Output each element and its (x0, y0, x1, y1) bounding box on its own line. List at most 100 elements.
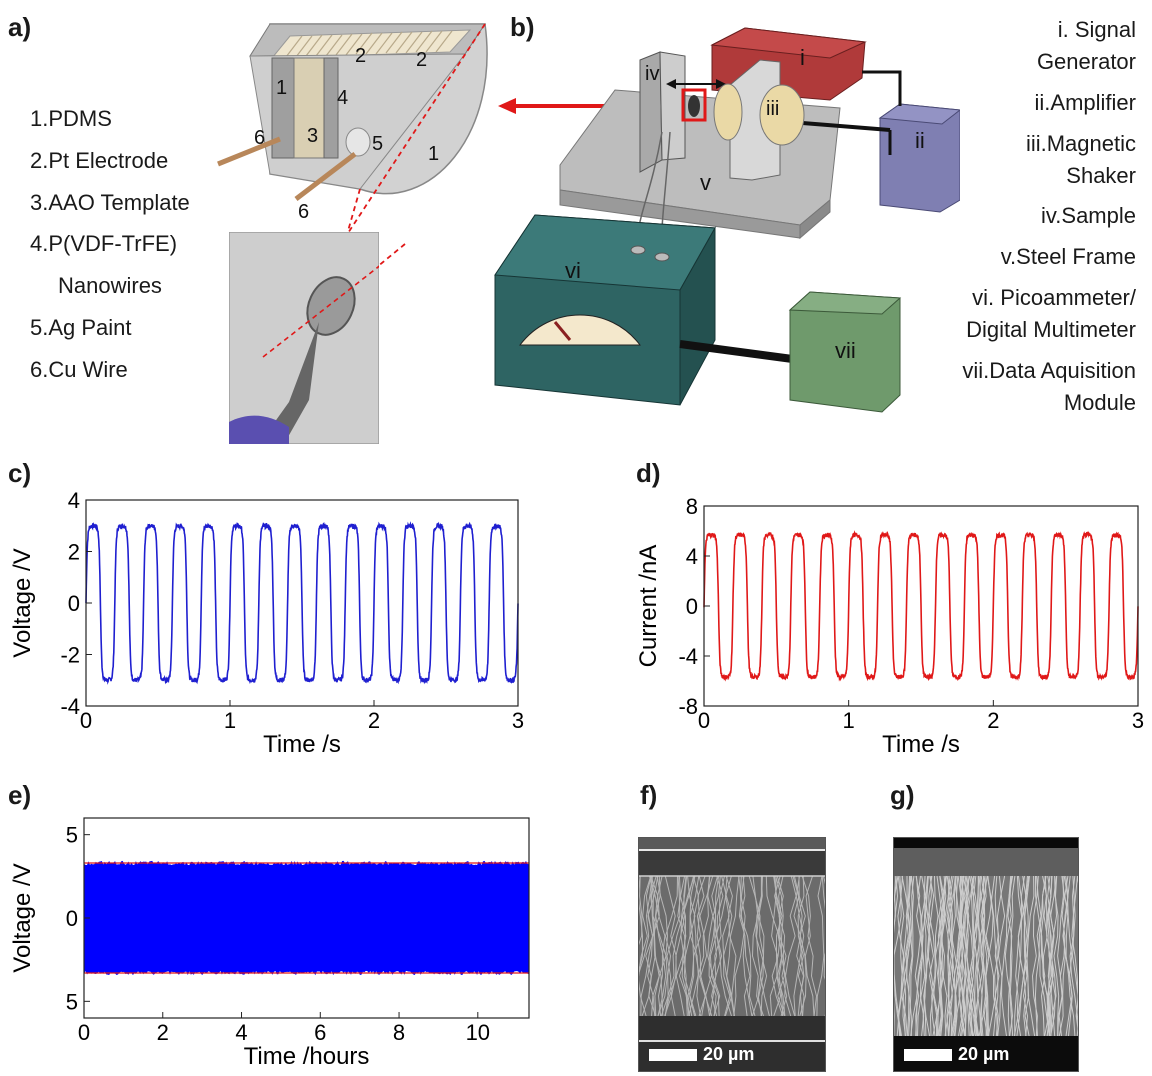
nanowire-fiber (733, 875, 746, 1017)
tweezers-icon (259, 322, 319, 444)
nanowire-fiber (922, 875, 930, 1037)
cable-gen-amp (862, 70, 902, 106)
nanowire-fiber (821, 875, 825, 910)
x-axis-label: Time /s (263, 731, 341, 758)
label-ii: ii (915, 128, 925, 153)
nanowire-fiber (1071, 875, 1078, 1037)
nanowire-fiber (651, 875, 663, 1017)
legend-b-vii: vii.Data Aquisition (962, 358, 1136, 384)
cable-amp-shaker (789, 120, 891, 132)
label-i: i (800, 45, 805, 70)
nanowire-fiber (985, 875, 998, 1037)
nanowire-fiber (688, 875, 710, 1017)
label-v: v (700, 170, 711, 195)
legend-b-v: v.Steel Frame (1000, 244, 1136, 270)
nanowire-fiber (970, 875, 981, 1037)
nanowire-fiber (934, 875, 943, 1037)
nanowire-fiber (801, 875, 818, 1017)
panel-label-f: f) (640, 780, 658, 810)
nanowire-fiber (739, 875, 751, 1017)
y-axis-label: Voltage /V (9, 548, 36, 657)
nanowire-fiber (1024, 875, 1030, 1037)
label-iii: iii (766, 98, 779, 120)
legend-item-cu-wire: 6.Cu Wire (30, 356, 128, 382)
x-tick-label: 0 (698, 708, 710, 733)
nanowire-fiber (955, 875, 965, 1037)
nanowire-fiber (959, 875, 974, 1037)
nanowire-fiber (1004, 875, 1014, 1037)
nanowire-fiber (666, 875, 681, 1017)
legend-item-nanowires: Nanowires (58, 273, 162, 299)
legend-b-vi: vi. Picoammeter/ (972, 285, 1136, 311)
x-tick-label: 4 (235, 1020, 247, 1045)
nanowire-fiber (1036, 875, 1050, 1037)
nanowire-fiber (645, 875, 656, 1017)
nanowire-fiber (1009, 875, 1016, 1037)
scale-bar-f-label: 20 µm (703, 1044, 755, 1064)
device-photo (229, 232, 379, 444)
nanowire-strip (270, 29, 472, 59)
nanowire-fiber (639, 875, 644, 972)
meter-dial (518, 314, 642, 346)
legend-b-iv: iv.Sample (1041, 203, 1136, 229)
nanowire-fiber (660, 875, 678, 1017)
chart-voltage-time: Voltage /V Time /s 0 1 2 3 4 2 0 -2 -4 (9, 488, 524, 758)
nanowire-fiber (649, 875, 666, 1017)
callout-3: 3 (307, 125, 318, 147)
x-tick-label: 0 (80, 708, 92, 733)
legend-b-iii: iii.Magnetic (1025, 130, 1136, 156)
meter-needle (553, 321, 572, 341)
series-band (84, 860, 529, 976)
legend-b-vi-cont: Digital Multimeter (966, 317, 1136, 343)
y-tick-label: -4 (678, 644, 698, 669)
device-disc (306, 276, 356, 336)
callout-1a: 1 (276, 77, 287, 99)
nanowire-fiber (900, 875, 908, 1037)
nanowire-lines (285, 30, 453, 58)
nanowire-fiber (969, 875, 988, 1037)
nanowire-fiber (689, 875, 700, 1017)
x-tick-label: 8 (393, 1020, 405, 1045)
nanowire-fiber (994, 875, 1006, 1037)
callout-2a: 2 (355, 45, 366, 67)
nanowire-fiber (707, 875, 721, 1017)
legend-b-iii-cont: Shaker (1066, 162, 1136, 188)
nanowire-fiber (997, 875, 1007, 1037)
ag-paint (345, 127, 371, 157)
red-arrow-head (498, 98, 516, 114)
label-iv: iv (645, 63, 659, 85)
nanowire-fiber (1013, 875, 1025, 1037)
nanowire-fiber (1064, 875, 1076, 1037)
nanowire-fiber (722, 875, 735, 1017)
nanowire-fiber (978, 875, 986, 1037)
nanowire-fiber (936, 875, 947, 1037)
nanowire-fiber (946, 875, 954, 1037)
nanowire-fiber (709, 875, 725, 1017)
nanowire-fiber (977, 875, 987, 1037)
x-tick-label: 0 (78, 1020, 90, 1045)
pt-electrode-right (323, 57, 339, 159)
cu-wire-2 (294, 152, 357, 201)
magnetic-shaker-body (759, 84, 805, 146)
nanowire-fiber (740, 875, 756, 1017)
nanowire-fiber (711, 875, 723, 1017)
nanowire-fiber (708, 875, 720, 1017)
nanowire-fiber (962, 875, 974, 1037)
nanowire-fiber (655, 875, 667, 1017)
nanowire-fiber (775, 875, 792, 1017)
series-line (703, 530, 1139, 682)
nanowire-fiber (927, 875, 934, 1037)
nanowire-fiber (1058, 875, 1066, 1037)
nanowire-fiber (1047, 875, 1057, 1037)
nanowire-fiber (725, 875, 737, 1017)
nanowire-fiber (793, 875, 805, 1017)
nanowire-fiber (709, 875, 732, 1017)
chart-current-time: Current /nA Time /s 0 1 2 3 8 4 0 -4 -8 (635, 494, 1144, 758)
nanowire-fiber (675, 875, 687, 1017)
nanowire-fiber (664, 875, 694, 1017)
nanowire-fiber (901, 875, 913, 1037)
scale-bar-g-label: 20 µm (958, 1044, 1010, 1064)
nanowire-fiber (654, 875, 669, 1017)
panel-a-legend: 1.PDMS 2.Pt Electrode 3.AAO Template 4.P… (30, 98, 190, 391)
panel-label-a: a) (8, 12, 32, 42)
